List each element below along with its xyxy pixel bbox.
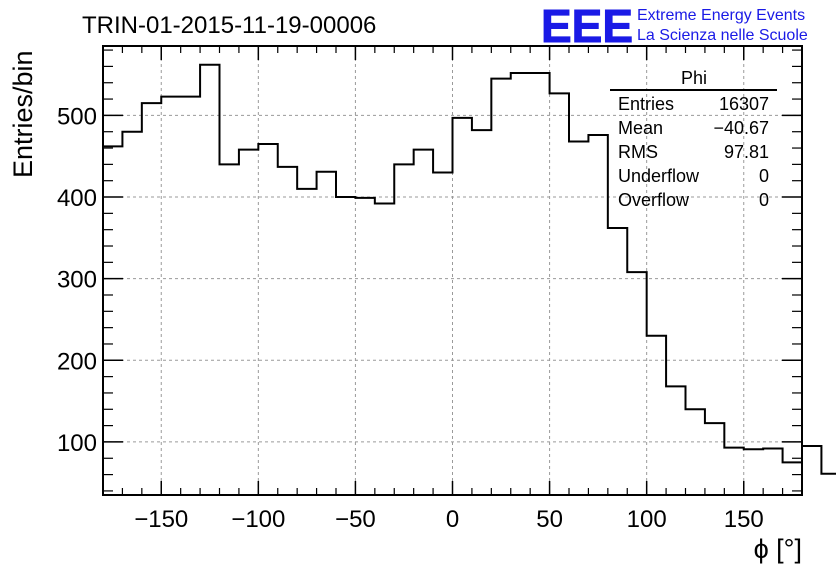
x-tick-label: 100 xyxy=(627,506,667,533)
stats-name: Phi xyxy=(681,68,707,88)
stats-value: 0 xyxy=(759,190,769,210)
stats-label: Underflow xyxy=(618,166,700,186)
x-tick-labels: −150 −100 −50 0 50 100 150 xyxy=(134,506,764,533)
y-axis-label: Entries/bin xyxy=(8,50,38,178)
axis-ticks xyxy=(102,46,803,495)
plot-frame xyxy=(102,45,803,496)
y-tick-label: 500 xyxy=(57,103,97,130)
stats-label: Entries xyxy=(618,94,674,114)
logo-line1: Extreme Energy Events xyxy=(637,7,805,24)
grid xyxy=(103,46,802,495)
chart-title: TRIN-01-2015-11-19-00006 xyxy=(82,12,376,39)
stats-label: Overflow xyxy=(618,190,690,210)
eee-logo: EEE Extreme Energy Events La Scienza nel… xyxy=(541,0,808,53)
x-tick-label: 0 xyxy=(446,506,459,533)
x-tick-label: −100 xyxy=(231,506,285,533)
stats-value: −40.67 xyxy=(713,118,769,138)
stats-label: Mean xyxy=(618,118,663,138)
stats-value: 0 xyxy=(759,166,769,186)
stats-rows: Entries 16307 Mean −40.67 RMS 97.81 Underflow 0… xyxy=(618,94,769,210)
x-tick-label: −50 xyxy=(335,506,376,533)
x-tick-label: 50 xyxy=(536,506,563,533)
stats-value: 16307 xyxy=(719,94,769,114)
histogram-line xyxy=(103,63,836,475)
x-tick-label: 150 xyxy=(724,506,764,533)
stats-value: 97.81 xyxy=(724,142,769,162)
logo-line2: La Scienza nelle Scuole xyxy=(637,27,808,44)
y-tick-label: 400 xyxy=(57,185,97,212)
logo-mark: EEE xyxy=(541,0,633,52)
x-tick-label: −150 xyxy=(134,506,188,533)
stats-box: Phi Entries 16307 Mean −40.67 RMS 97.81 Underf… xyxy=(610,68,777,210)
y-tick-label: 100 xyxy=(57,430,97,457)
stats-label: RMS xyxy=(618,142,658,162)
y-tick-label: 200 xyxy=(57,348,97,375)
x-axis-label: ϕ [°] xyxy=(754,534,802,564)
y-tick-label: 300 xyxy=(57,267,97,294)
y-tick-labels: 100 200 300 400 500 xyxy=(57,103,97,457)
